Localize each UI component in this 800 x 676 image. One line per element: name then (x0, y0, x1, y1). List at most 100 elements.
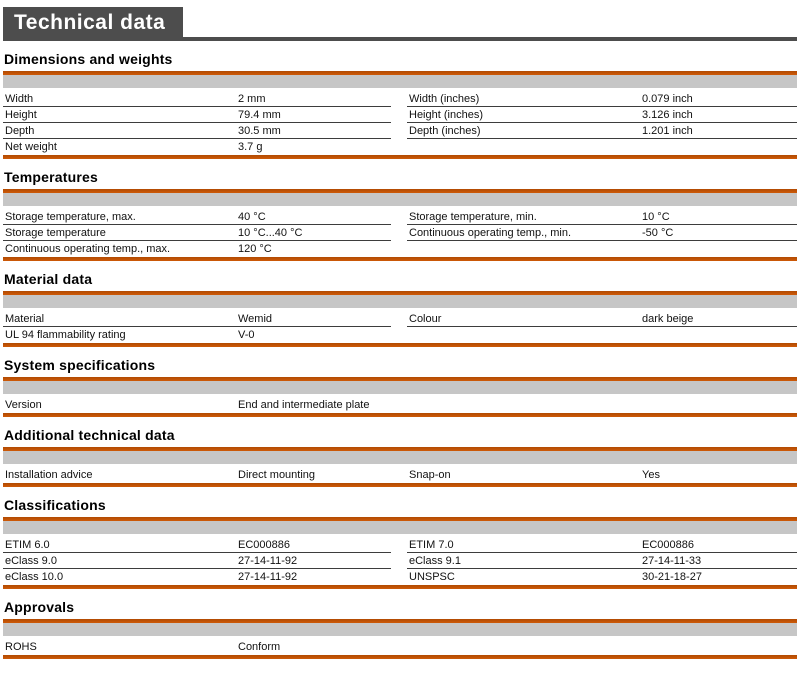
row-value: Conform (238, 640, 281, 653)
table-row: Width 2 mm (3, 91, 391, 107)
right-table (407, 397, 797, 413)
section-bottom-rule (3, 257, 797, 261)
row-label: Installation advice (5, 468, 93, 481)
table-row: Continuous operating temp., max. 120 °C (3, 241, 391, 257)
section-tables: Version End and intermediate plate (3, 397, 797, 413)
row-value: 30.5 mm (238, 124, 281, 137)
row-label: Version (5, 398, 42, 411)
row-value: 1.201 inch (642, 124, 693, 137)
table-header-bar (3, 193, 797, 206)
row-label: ETIM 6.0 (5, 538, 50, 551)
row-label: eClass 9.0 (5, 554, 57, 567)
left-table: Version End and intermediate plate (3, 397, 391, 413)
left-table: Width 2 mm Height 79.4 mm Depth 30.5 mm Net… (3, 91, 391, 155)
section-tables: Width 2 mm Height 79.4 mm Depth 30.5 mm Net… (3, 91, 797, 155)
row-value: V-0 (238, 328, 255, 341)
section-tables: ETIM 6.0 EC000886 eClass 9.0 27-14-11-92 e… (3, 537, 797, 585)
section-bottom-rule (3, 585, 797, 589)
table-row: Depth (inches) 1.201 inch (407, 123, 797, 139)
right-table: Width (inches) 0.079 inch Height (inches)… (407, 91, 797, 155)
row-value: Yes (642, 468, 660, 481)
row-label: eClass 10.0 (5, 570, 64, 583)
table-row: Depth 30.5 mm (3, 123, 391, 139)
right-table: ETIM 7.0 EC000886 eClass 9.1 27-14-11-33 U… (407, 537, 797, 585)
row-label: Snap-on (409, 468, 451, 481)
row-value: 40 °C (238, 210, 266, 223)
section-top-rule (3, 71, 797, 75)
table-row: Width (inches) 0.079 inch (407, 91, 797, 107)
row-label: Width (inches) (409, 92, 480, 105)
section-tables: Material Wemid UL 94 flammability rating V… (3, 311, 797, 343)
table-row: Version End and intermediate plate (3, 397, 391, 413)
row-label: Continuous operating temp., min. (409, 226, 572, 239)
row-value: 2 mm (238, 92, 266, 105)
table-row: Colour dark beige (407, 311, 797, 327)
section-top-rule (3, 291, 797, 295)
row-value: End and intermediate plate (238, 398, 370, 411)
section-title: Material data (4, 271, 93, 287)
header-rule (183, 37, 797, 41)
table-row: Snap-on Yes (407, 467, 797, 483)
table-row: Storage temperature 10 °C...40 °C (3, 225, 391, 241)
row-value: Direct mounting (238, 468, 316, 481)
section-title: System specifications (4, 357, 156, 373)
table-header-bar (3, 521, 797, 534)
row-label: Width (5, 92, 34, 105)
section-temperatures: Temperatures Storage temperature, max. 40… (3, 169, 797, 261)
page-title: Technical data (3, 7, 184, 41)
table-row: ETIM 7.0 EC000886 (407, 537, 797, 553)
section-top-rule (3, 517, 797, 521)
section-bottom-rule (3, 483, 797, 487)
section-title: Approvals (4, 599, 75, 615)
row-value: EC000886 (642, 538, 694, 551)
section-bottom-rule (3, 155, 797, 159)
left-table: Storage temperature, max. 40 °C Storage t… (3, 209, 391, 257)
table-row: Storage temperature, max. 40 °C (3, 209, 391, 225)
right-table: Storage temperature, min. 10 °C Continuou… (407, 209, 797, 257)
row-value: 10 °C (642, 210, 670, 223)
left-table: ETIM 6.0 EC000886 eClass 9.0 27-14-11-92 e… (3, 537, 391, 585)
section-title: Classifications (4, 497, 106, 513)
row-label: ROHS (5, 640, 37, 653)
row-label: Storage temperature, max. (5, 210, 136, 223)
section-additional-technical-data: Additional technical data Installation a… (3, 427, 797, 487)
table-row: Storage temperature, min. 10 °C (407, 209, 797, 225)
row-label: eClass 9.1 (409, 554, 461, 567)
row-value: -50 °C (642, 226, 674, 239)
row-label: Depth (5, 124, 35, 137)
table-row: UL 94 flammability rating V-0 (3, 327, 391, 343)
row-value: 27-14-11-33 (642, 554, 702, 567)
table-row: eClass 10.0 27-14-11-92 (3, 569, 391, 585)
row-value: dark beige (642, 312, 694, 325)
row-value: 3.7 g (238, 140, 263, 153)
table-row: UNSPSC 30-21-18-27 (407, 569, 797, 585)
row-label: Storage temperature, min. (409, 210, 537, 223)
row-value: 30-21-18-27 (642, 570, 702, 583)
row-value: 27-14-11-92 (238, 570, 298, 583)
table-header-bar (3, 623, 797, 636)
section-title: Dimensions and weights (4, 51, 173, 67)
table-row: eClass 9.0 27-14-11-92 (3, 553, 391, 569)
technical-data-sheet: Technical data Dimensions and weights Wi… (3, 7, 797, 659)
row-value: 120 °C (238, 242, 272, 255)
row-label: ETIM 7.0 (409, 538, 454, 551)
table-row: Continuous operating temp., min. -50 °C (407, 225, 797, 241)
table-header-bar (3, 295, 797, 308)
row-label: Height (5, 108, 37, 121)
section-tables: Storage temperature, max. 40 °C Storage t… (3, 209, 797, 257)
table-row: Material Wemid (3, 311, 391, 327)
section-system-specifications: System specifications Version End and int… (3, 357, 797, 417)
row-value: Wemid (238, 312, 273, 325)
section-tables: Installation advice Direct mounting Snap-… (3, 467, 797, 483)
table-row: Height (inches) 3.126 inch (407, 107, 797, 123)
row-label: Continuous operating temp., max. (5, 242, 171, 255)
section-classifications: Classifications ETIM 6.0 EC000886 eClass … (3, 497, 797, 589)
table-header-bar (3, 381, 797, 394)
table-header-bar (3, 75, 797, 88)
section-title: Temperatures (4, 169, 98, 185)
section-bottom-rule (3, 655, 797, 659)
row-label: Colour (409, 312, 442, 325)
table-row: ROHS Conform (3, 639, 391, 655)
right-table: Colour dark beige (407, 311, 797, 343)
table-header-bar (3, 451, 797, 464)
